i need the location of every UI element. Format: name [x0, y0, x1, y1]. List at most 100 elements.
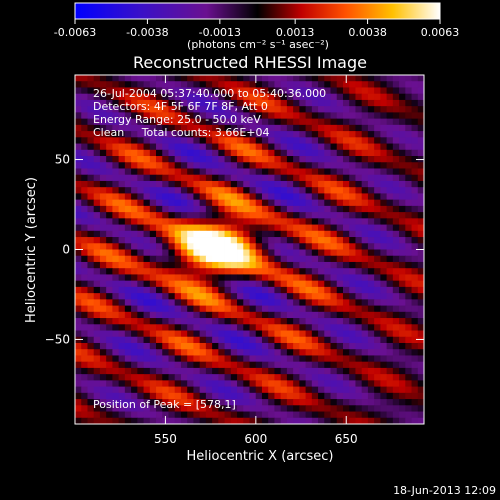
- heatmap-cell: [131, 280, 138, 288]
- heatmap-cell: [118, 405, 126, 412]
- heatmap-cell: [255, 255, 263, 263]
- heatmap-cell: [205, 118, 213, 126]
- heatmap-cell: [342, 149, 350, 157]
- heatmap-cell: [255, 261, 263, 269]
- heatmap-cell: [249, 143, 257, 151]
- heatmap-cell: [261, 112, 269, 120]
- heatmap-cell: [218, 131, 225, 138]
- heatmap-cell: [249, 342, 257, 350]
- heatmap-cell: [330, 230, 338, 238]
- heatmap-cell: [417, 205, 424, 213]
- heatmap-cell: [261, 380, 269, 388]
- heatmap-cell: [336, 205, 344, 213]
- heatmap-cell: [180, 386, 188, 394]
- heatmap-cell: [81, 336, 88, 344]
- heatmap-cell: [99, 386, 107, 394]
- heatmap-cell: [218, 137, 225, 144]
- heatmap-cell: [324, 311, 331, 319]
- heatmap-cell: [87, 199, 95, 207]
- heatmap-cell: [392, 218, 400, 225]
- heatmap-cell: [99, 311, 107, 319]
- heatmap-cell: [268, 124, 275, 132]
- heatmap-cell: [405, 280, 412, 288]
- heatmap-cell: [374, 361, 381, 369]
- heatmap-cell: [199, 243, 207, 250]
- heatmap-cell: [299, 386, 306, 394]
- heatmap-cell: [243, 261, 250, 269]
- heatmap-cell: [380, 162, 388, 169]
- heatmap-cell: [149, 131, 157, 138]
- heatmap-cell: [93, 374, 101, 381]
- heatmap-cell: [411, 318, 419, 325]
- heatmap-cell: [268, 261, 275, 269]
- heatmap-cell: [318, 106, 325, 113]
- heatmap-cell: [106, 305, 113, 313]
- heatmap-cell: [342, 137, 350, 144]
- heatmap-cell: [199, 143, 207, 151]
- heatmap-cell: [392, 361, 400, 369]
- heatmap-cell: [305, 93, 313, 101]
- heatmap-cell: [355, 311, 363, 319]
- heatmap-cell: [174, 87, 182, 95]
- heatmap-cell: [137, 106, 144, 113]
- heatmap-cell: [293, 336, 300, 344]
- heatmap-cell: [168, 99, 176, 107]
- heatmap-cell: [361, 318, 369, 325]
- heatmap-cell: [299, 411, 306, 419]
- heatmap-cell: [355, 237, 363, 244]
- heatmap-cell: [99, 174, 107, 182]
- heatmap-cell: [386, 349, 394, 356]
- heatmap-cell: [318, 162, 325, 169]
- heatmap-cell: [249, 112, 257, 120]
- heatmap-cell: [212, 342, 219, 350]
- heatmap-cell: [255, 162, 263, 169]
- heatmap-cell: [280, 168, 288, 176]
- heatmap-cell: [286, 218, 294, 225]
- heatmap-cell: [87, 392, 95, 400]
- heatmap-cell: [417, 411, 424, 419]
- heatmap-cell: [293, 399, 300, 406]
- heatmap-cell: [131, 93, 138, 101]
- heatmap-cell: [205, 405, 213, 412]
- heatmap-cell: [143, 330, 151, 338]
- heatmap-cell: [324, 212, 331, 219]
- heatmap-cell: [261, 137, 269, 144]
- heatmap-cell: [349, 249, 356, 257]
- heatmap-cell: [374, 268, 381, 275]
- heatmap-cell: [255, 187, 263, 194]
- heatmap-cell: [75, 261, 82, 269]
- heatmap-cell: [237, 367, 244, 375]
- heatmap-cell: [193, 149, 201, 157]
- heatmap-cell: [299, 380, 306, 388]
- heatmap-cell: [193, 106, 201, 113]
- heatmap-cell: [268, 367, 275, 375]
- heatmap-cell: [349, 87, 356, 95]
- heatmap-cell: [392, 268, 400, 275]
- heatmap-cell: [81, 342, 88, 350]
- heatmap-cell: [168, 268, 176, 275]
- heatmap-cell: [230, 143, 238, 151]
- heatmap-cell: [205, 280, 213, 288]
- heatmap-cell: [131, 324, 138, 331]
- heatmap-cell: [106, 336, 113, 344]
- heatmap-cell: [193, 81, 201, 88]
- heatmap-cell: [218, 243, 225, 250]
- heatmap-cell: [156, 106, 163, 113]
- heatmap-cell: [324, 149, 331, 157]
- heatmap-cell: [367, 280, 375, 288]
- heatmap-cell: [75, 355, 82, 363]
- heatmap-cell: [187, 367, 194, 375]
- heatmap-cell: [243, 336, 250, 344]
- heatmap-cell: [411, 349, 419, 356]
- heatmap-cell: [199, 324, 207, 331]
- heatmap-cell: [156, 180, 163, 188]
- heatmap-cell: [405, 355, 412, 363]
- heatmap-cell: [280, 318, 288, 325]
- heatmap-cell: [162, 131, 169, 138]
- heatmap-cell: [81, 286, 88, 294]
- heatmap-cell: [81, 237, 88, 244]
- heatmap-cell: [180, 293, 188, 300]
- heatmap-cell: [280, 218, 288, 225]
- heatmap-cell: [243, 255, 250, 263]
- heatmap-cell: [261, 81, 269, 88]
